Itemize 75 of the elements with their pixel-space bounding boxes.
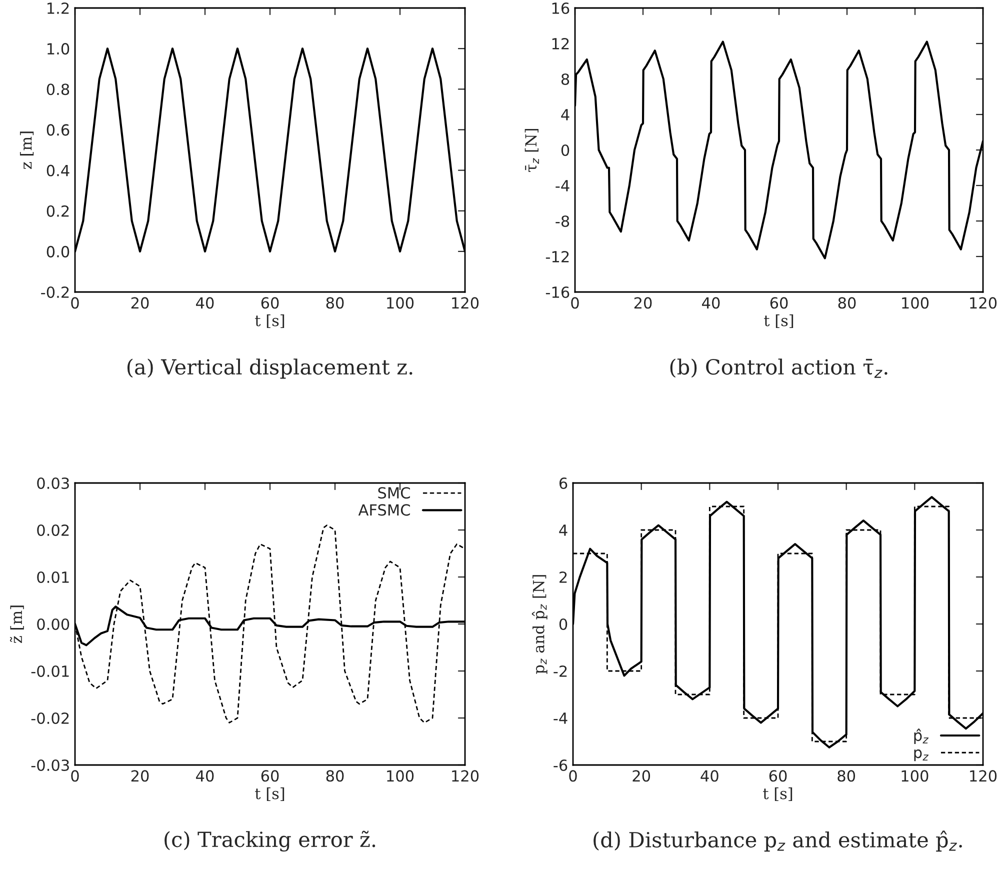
y-tick-label: -4 — [554, 712, 568, 724]
x-tick-label: 40 — [700, 770, 718, 782]
y-tick-label: -0.2 — [41, 286, 69, 298]
y-tick-label: 1.0 — [48, 43, 70, 55]
x-tick-label: 100 — [902, 770, 928, 782]
y-tick-label: 0.02 — [37, 524, 69, 536]
x-axis-title: t [s] — [255, 787, 284, 802]
y-tick-label: -0.01 — [31, 665, 69, 678]
y-tick-label: -12 — [546, 250, 569, 262]
x-tick-label: 0 — [571, 297, 579, 309]
x-tick-label: 80 — [838, 770, 856, 782]
text: (c) Tracking error z̃. — [164, 830, 376, 852]
x-tick-label: 100 — [387, 297, 414, 309]
x-tick-label: 100 — [387, 770, 414, 782]
x-tick-label: 20 — [131, 297, 149, 309]
y-tick-label: 2 — [560, 571, 567, 583]
x-tick-label: 80 — [326, 770, 344, 782]
x-tick-label: 120 — [452, 770, 479, 782]
y-tick-label: -8 — [556, 215, 570, 228]
y-tick-label: 4 — [561, 109, 570, 120]
y-tick-label: -16 — [546, 286, 570, 298]
x-tick-label: 60 — [261, 770, 279, 782]
x-tick-label: 60 — [261, 297, 279, 309]
x-tick-label: 60 — [770, 297, 788, 309]
y-tick-label: 1.2 — [48, 2, 69, 14]
y-tick-label: 0.4 — [46, 164, 70, 176]
x-axis-title: t [s] — [763, 787, 792, 802]
y-axis-title: z̃ [m] — [10, 606, 24, 644]
x-tick-label: 120 — [970, 297, 997, 309]
text: (b) Control action τ̄$_{z}$. — [670, 358, 888, 378]
x-tick-label: 120 — [452, 297, 479, 309]
x-axis-title: t [s] — [764, 314, 794, 328]
x-tick-label: 80 — [838, 297, 856, 309]
legend-label: p$_{z}$ — [914, 749, 929, 762]
x-axis-title: t [s] — [255, 314, 284, 328]
y-tick-label: -0.02 — [31, 712, 69, 724]
y-tick-label: 6 — [559, 477, 568, 490]
legend-label: SMC — [378, 487, 410, 499]
y-axis-title: τ̄$_{z}$ [N] — [524, 128, 539, 172]
y-axis-title: p$_{z}$ and p̂$_{z}$ [N] — [532, 575, 548, 674]
x-tick-label: 40 — [196, 770, 214, 782]
x-tick-label: 100 — [902, 297, 929, 309]
y-axis-title: z [m] — [20, 132, 34, 170]
text: (d) Disturbance p$_{z}$ and estimate p̂$_{z}$. — [594, 830, 962, 852]
y-tick-label: 4 — [559, 524, 568, 536]
x-tick-label: 20 — [632, 770, 650, 782]
y-tick-label: 0.03 — [37, 477, 69, 490]
x-tick-label: 0 — [71, 297, 79, 309]
y-tick-label: 0.00 — [37, 618, 70, 630]
y-tick-label: -4 — [556, 180, 570, 192]
x-tick-label: 60 — [769, 770, 787, 782]
y-tick-label: 0.01 — [37, 571, 69, 584]
x-tick-label: 120 — [970, 770, 997, 782]
legend-label: AFSMC — [358, 504, 410, 516]
y-tick-label: 0.2 — [46, 205, 69, 217]
x-tick-label: 0 — [569, 770, 577, 782]
legend-label: p̂$_{z}$ — [914, 728, 929, 744]
text: (a) Vertical displacement z. — [127, 358, 412, 379]
y-tick-label: 0.6 — [46, 124, 70, 136]
y-tick-label: -6 — [554, 759, 568, 772]
y-tick-label: 12 — [552, 38, 569, 50]
y-tick-label: 8 — [561, 73, 570, 86]
y-tick-label: -2 — [554, 665, 567, 677]
x-tick-label: 20 — [131, 770, 149, 782]
y-tick-label: 0.0 — [46, 246, 70, 258]
y-tick-label: 0 — [559, 618, 568, 630]
y-tick-label: -0.03 — [31, 759, 69, 772]
x-tick-label: 40 — [196, 297, 214, 309]
y-tick-label: 0 — [561, 144, 570, 156]
y-tick-label: 16 — [552, 2, 570, 14]
x-tick-label: 40 — [702, 297, 720, 309]
x-tick-label: 80 — [326, 297, 344, 309]
y-tick-label: 0.8 — [46, 84, 70, 96]
x-tick-label: 20 — [634, 297, 652, 309]
x-tick-label: 0 — [71, 770, 79, 782]
